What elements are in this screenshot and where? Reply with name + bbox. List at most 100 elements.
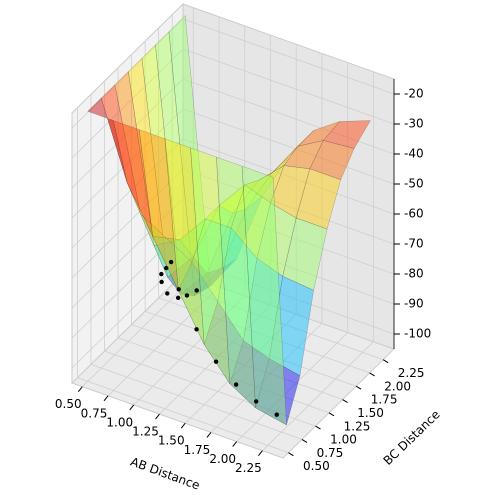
trajectory-point (184, 293, 190, 298)
surface-patch (164, 138, 205, 345)
surface-patch (203, 300, 244, 385)
z-tick-label: -60 (404, 207, 424, 221)
surface-patch (167, 256, 208, 295)
surface-patch (245, 157, 289, 210)
surface-patch (230, 184, 271, 259)
trajectory-point (253, 399, 259, 404)
grid-line (158, 297, 370, 374)
x-tick-label: 0.75 (81, 406, 108, 420)
x-tick-label: 1.25 (132, 425, 159, 439)
trajectory-point (175, 295, 181, 301)
surface-patch (141, 44, 182, 295)
x-tick-label: 2.00 (209, 452, 236, 466)
surface-patch (126, 182, 167, 239)
grid-line (182, 108, 395, 185)
trajectory-point (168, 259, 174, 265)
x-tick (180, 422, 186, 429)
surface-patch (270, 165, 311, 219)
z-tick-label: -20 (404, 87, 424, 101)
y-tick (315, 425, 321, 430)
grid-line (182, 18, 395, 95)
surface-patch (268, 275, 314, 376)
surface-patch (168, 15, 212, 297)
x-tick-label: 2.25 (235, 461, 262, 475)
y-tick (301, 438, 308, 443)
surface-patch (179, 205, 220, 257)
y-tick (382, 359, 389, 364)
z-tick-label: -80 (404, 267, 424, 281)
surface-patch (100, 84, 141, 214)
surface-patch (205, 184, 246, 229)
x-tick (258, 450, 263, 456)
grid-line (71, 78, 184, 189)
y-tick-label: 1.00 (330, 433, 357, 447)
y-tick-label: 0.75 (317, 446, 344, 460)
surface-patch (255, 358, 301, 426)
surface-patch (114, 70, 155, 246)
grid-line (71, 228, 184, 339)
grid-line (131, 324, 343, 400)
surface-patch (295, 168, 342, 230)
trajectory-point (176, 287, 181, 292)
grid-line (262, 341, 374, 451)
z-tick-label: -70 (404, 237, 424, 251)
grid-line (71, 48, 184, 159)
x-tick (155, 413, 160, 420)
surface-patch (283, 140, 324, 170)
grid-line (144, 310, 357, 387)
grid-line (133, 295, 246, 406)
surface-patch (309, 140, 355, 181)
surface-patch (258, 146, 298, 181)
x-tick-label: 0.50 (55, 397, 82, 411)
y-tick-label: 1.25 (344, 419, 371, 433)
grid-line (182, 198, 395, 275)
surface-patch (191, 218, 232, 302)
y-tick-label: 0.50 (303, 459, 330, 473)
grid-line (71, 258, 184, 369)
y-tick-label: 2.25 (398, 366, 425, 380)
surface-patch (193, 205, 233, 274)
surface-patch (243, 257, 283, 360)
trajectory-point (165, 291, 170, 296)
grid-line (182, 228, 395, 305)
surface-patch (217, 227, 258, 342)
surface-patch (206, 208, 247, 274)
surface-patch (153, 239, 194, 278)
grid-line (159, 304, 271, 415)
y-tick (288, 452, 294, 457)
surface-patch (219, 195, 263, 270)
surface-patch (190, 147, 231, 385)
surface-patch (256, 202, 297, 277)
surface-patch (194, 258, 237, 296)
surface-patch (216, 156, 256, 409)
x-tick (232, 441, 238, 447)
surface-patch (271, 130, 314, 174)
y-tick (355, 385, 362, 390)
surface-patch (165, 218, 206, 263)
surface-patch (128, 57, 168, 278)
x-tick (129, 404, 135, 411)
trajectory-point (194, 327, 199, 332)
x-tick-label: 1.50 (158, 434, 185, 448)
surface-patch (155, 31, 195, 296)
x-tick (77, 386, 83, 392)
grid-line (71, 198, 184, 309)
x-tick (103, 395, 109, 402)
grid-line (71, 18, 184, 129)
z-tick-label: -100 (404, 327, 431, 341)
grid-line (182, 138, 395, 215)
z-tick-label: -90 (404, 297, 424, 311)
z-tick-label: -40 (404, 147, 424, 161)
surface-patch (113, 120, 153, 237)
grid-line (182, 258, 395, 335)
trajectory-point (164, 265, 169, 271)
surface-patch (282, 217, 328, 291)
grid-line (71, 168, 184, 279)
surface-patch (241, 165, 287, 426)
surface-patch (140, 213, 180, 246)
x-tick (206, 432, 212, 438)
grid-line (90, 364, 303, 440)
grid-line (117, 337, 330, 414)
trajectory-point (274, 412, 279, 417)
